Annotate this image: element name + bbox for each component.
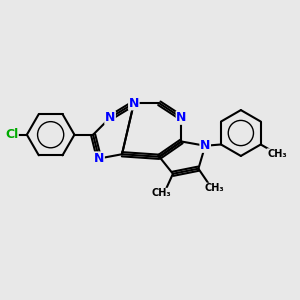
Text: N: N — [105, 111, 115, 124]
Text: N: N — [129, 97, 139, 110]
Text: N: N — [176, 111, 187, 124]
Text: CH₃: CH₃ — [267, 149, 287, 159]
Text: CH₃: CH₃ — [205, 183, 224, 193]
Text: N: N — [94, 152, 104, 165]
Text: Cl: Cl — [5, 128, 18, 141]
Text: N: N — [200, 139, 210, 152]
Text: CH₃: CH₃ — [151, 188, 171, 198]
